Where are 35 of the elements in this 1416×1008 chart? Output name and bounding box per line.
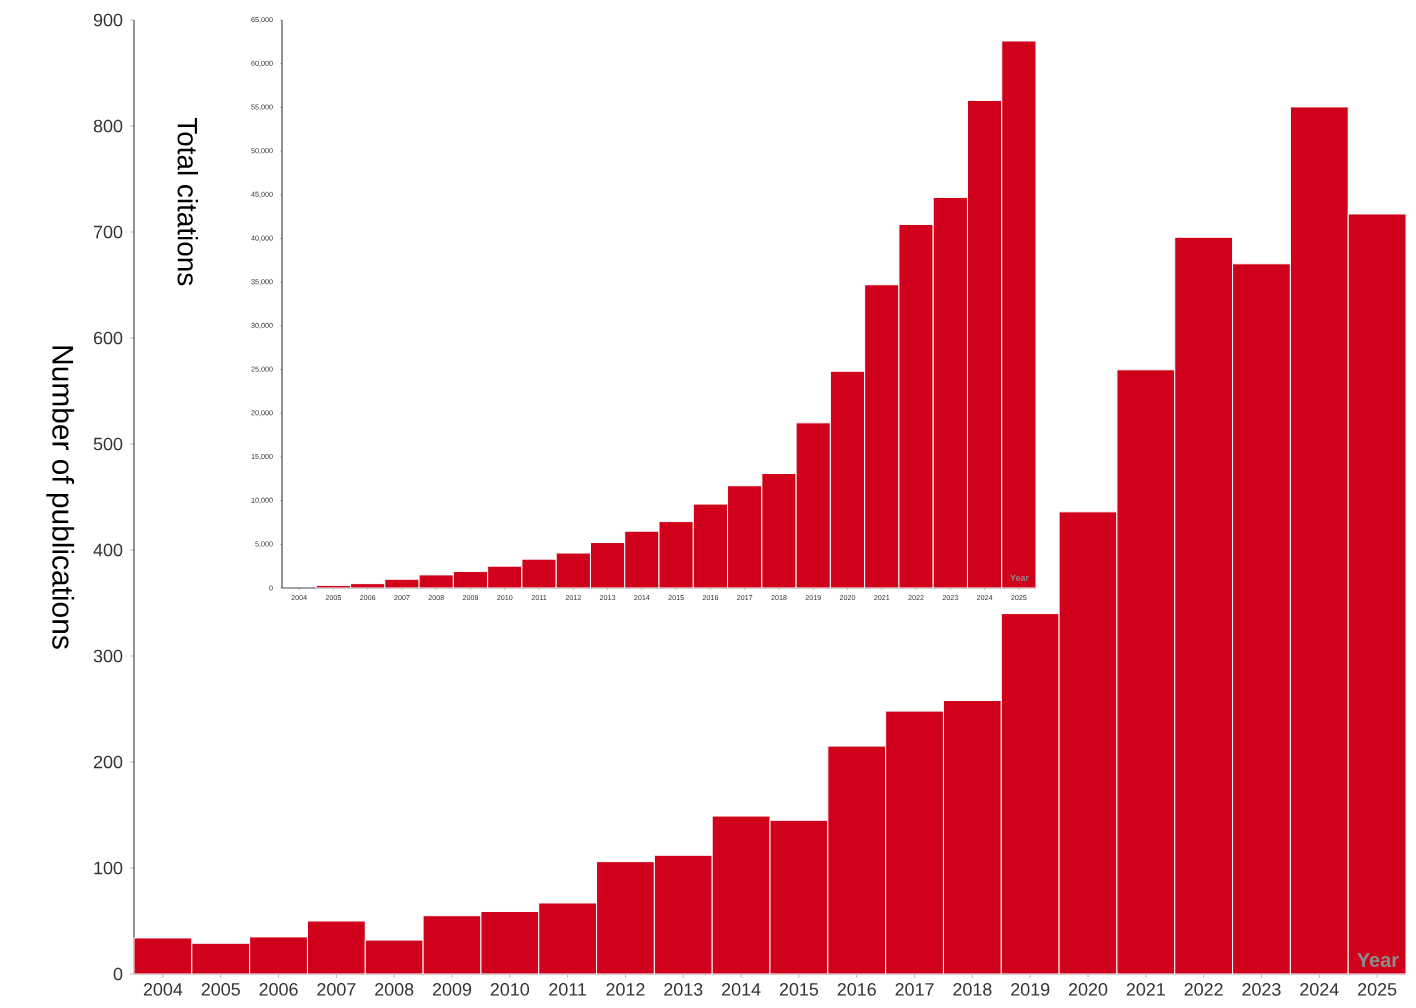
y-axis-title: Number of publications [46, 346, 75, 649]
x-tick-label: 2012 [606, 983, 645, 996]
y-tick-label: 600 [93, 331, 123, 345]
x-tick-label: 2005 [201, 983, 240, 996]
y-tick-label: 0 [113, 967, 123, 981]
x-tick-label: 2016 [837, 983, 876, 996]
x-tick-label: 2019 [1011, 983, 1050, 996]
y-tick-label: 200 [93, 755, 123, 769]
y-tick-label: 100 [94, 861, 123, 875]
y-tick-label: 700 [93, 225, 123, 239]
x-axis-title: Year [1357, 953, 1399, 967]
x-tick-label: 2008 [375, 983, 414, 996]
x-tick-label: 2004 [143, 983, 183, 996]
x-tick-label: 2006 [259, 983, 298, 996]
y-tick-label: 400 [93, 543, 123, 557]
y-tick-label: 800 [93, 119, 123, 133]
x-tick-label: 2021 [1126, 983, 1165, 996]
x-tick-label: 2017 [895, 983, 934, 996]
x-tick-label: 2010 [490, 983, 530, 996]
y-tick-label: 900 [93, 13, 123, 27]
y-tick-label: 300 [93, 649, 123, 663]
x-tick-label: 2024 [1300, 983, 1339, 996]
y-tick-label: 500 [93, 437, 123, 451]
x-tick-label: 2023 [1242, 983, 1281, 996]
x-tick-label: 2007 [317, 983, 356, 996]
x-tick-label: 2022 [1184, 983, 1223, 996]
x-tick-label: 2013 [664, 983, 703, 996]
x-tick-label: 2011 [549, 983, 587, 996]
x-tick-label: 2014 [722, 983, 761, 996]
x-tick-label: 2018 [953, 983, 992, 996]
x-tick-label: 2025 [1358, 983, 1397, 996]
x-tick-label: 2009 [432, 983, 472, 996]
x-tick-label: 2020 [1068, 983, 1108, 996]
y-axis-title: Total citations [177, 117, 198, 286]
x-tick-label: 2015 [779, 983, 819, 996]
